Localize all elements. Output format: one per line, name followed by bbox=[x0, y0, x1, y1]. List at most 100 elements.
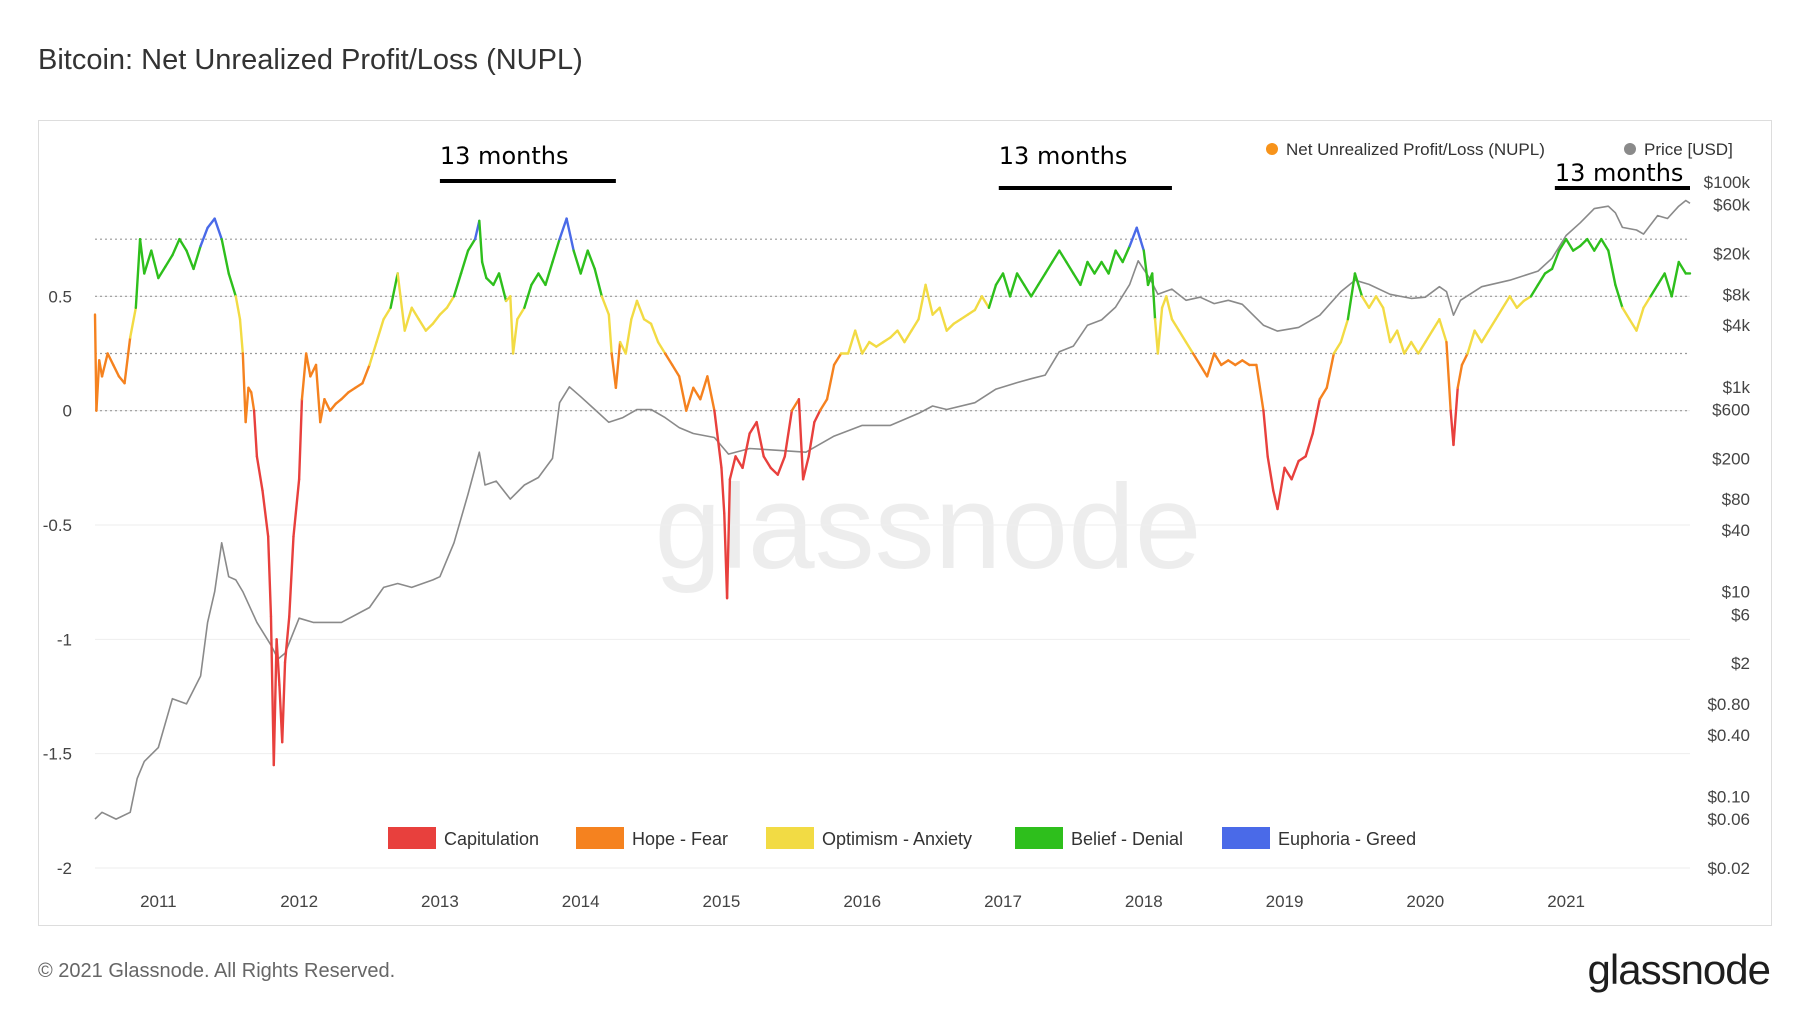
x-tick-label: 2011 bbox=[140, 892, 177, 911]
nupl-segment bbox=[1044, 260, 1054, 275]
nupl-segment bbox=[1543, 267, 1554, 275]
nupl-segment bbox=[818, 398, 829, 412]
nupl-segment bbox=[1381, 306, 1392, 344]
nupl-segment bbox=[572, 249, 582, 275]
nupl-segment bbox=[123, 336, 132, 385]
nupl-segment bbox=[1494, 306, 1504, 321]
nupl-segment bbox=[1198, 363, 1209, 378]
nupl-segment bbox=[1571, 244, 1582, 252]
nupl-segment bbox=[692, 386, 702, 401]
nupl-segment bbox=[1156, 306, 1164, 355]
y-right-tick-label: $100k bbox=[1704, 173, 1751, 192]
nupl-segment bbox=[438, 306, 449, 316]
nupl-segment bbox=[410, 306, 420, 321]
nupl-segment bbox=[1550, 249, 1561, 271]
nupl-segment bbox=[511, 318, 519, 355]
legend-bottom-label: Hope - Fear bbox=[632, 829, 728, 849]
nupl-segment bbox=[586, 249, 596, 271]
nupl-segment bbox=[642, 318, 653, 325]
nupl-segment bbox=[875, 340, 885, 348]
nupl-segment bbox=[1304, 432, 1314, 458]
nupl-segment bbox=[1297, 455, 1307, 463]
nupl-segment bbox=[1318, 386, 1328, 401]
nupl-segment bbox=[1515, 299, 1526, 309]
nupl-segment bbox=[1184, 340, 1195, 355]
nupl-segment bbox=[551, 237, 561, 264]
nupl-segment bbox=[1266, 455, 1275, 492]
nupl-segment bbox=[492, 272, 501, 287]
y-right-tick-label: $80 bbox=[1722, 490, 1750, 509]
nupl-segment bbox=[459, 249, 470, 275]
nupl-segment bbox=[292, 478, 301, 538]
nupl-segment bbox=[304, 352, 312, 378]
nupl-segment bbox=[452, 272, 463, 298]
nupl-segment bbox=[396, 272, 406, 332]
nupl-segment bbox=[924, 283, 934, 316]
y-right-tick-label: $60k bbox=[1713, 196, 1750, 215]
nupl-segment bbox=[630, 299, 639, 321]
y-right-tick-label: $0.10 bbox=[1707, 787, 1750, 806]
nupl-segment bbox=[618, 340, 627, 355]
nupl-segment bbox=[945, 322, 955, 332]
y-right-tick-label: $1k bbox=[1723, 378, 1751, 397]
nupl-segment bbox=[1353, 272, 1364, 298]
nupl-segment bbox=[1480, 329, 1490, 344]
y-right-tick-label: $20k bbox=[1713, 245, 1750, 264]
nupl-segment bbox=[252, 409, 259, 458]
nupl-segment bbox=[1374, 295, 1385, 309]
nupl-segment bbox=[614, 340, 622, 389]
legend-bottom-swatch bbox=[388, 827, 436, 849]
nupl-segment bbox=[389, 272, 399, 309]
nupl-segment bbox=[1227, 359, 1237, 367]
nupl-segment bbox=[314, 363, 322, 424]
legend-bottom-label: Capitulation bbox=[444, 829, 539, 849]
x-tick-label: 2018 bbox=[1125, 892, 1163, 911]
x-tick-label: 2019 bbox=[1266, 892, 1304, 911]
annotation-label: 13 months bbox=[999, 142, 1128, 170]
nupl-segment bbox=[480, 260, 488, 280]
nupl-segment bbox=[610, 352, 618, 389]
y-right-tick-label: $0.02 bbox=[1707, 859, 1750, 878]
nupl-segment bbox=[868, 340, 878, 348]
x-tick-label: 2013 bbox=[421, 892, 459, 911]
nupl-segment bbox=[150, 249, 160, 280]
nupl-segment bbox=[523, 283, 533, 309]
nupl-segment bbox=[656, 340, 667, 355]
nupl-segment bbox=[134, 237, 142, 309]
nupl-segment bbox=[987, 283, 998, 309]
legend-top-marker bbox=[1624, 143, 1636, 155]
nupl-segment bbox=[1456, 363, 1464, 389]
nupl-segment bbox=[340, 391, 350, 401]
nupl-segment bbox=[1360, 295, 1371, 309]
nupl-segment bbox=[720, 466, 726, 515]
nupl-segment bbox=[1403, 340, 1413, 355]
y-right-tick-label: $10 bbox=[1722, 583, 1750, 602]
nupl-segment bbox=[896, 329, 906, 344]
nupl-segment bbox=[478, 219, 484, 264]
y-left-tick-label: -1 bbox=[57, 630, 72, 649]
nupl-segment bbox=[1205, 352, 1216, 378]
nupl-segment bbox=[1037, 272, 1047, 287]
nupl-segment bbox=[973, 295, 984, 312]
nupl-segment bbox=[227, 272, 237, 298]
nupl-segment bbox=[1051, 249, 1061, 264]
nupl-segment bbox=[1663, 272, 1673, 298]
nupl-segment bbox=[807, 420, 816, 458]
nupl-segment bbox=[1022, 283, 1033, 298]
y-right-tick-label: $6 bbox=[1731, 605, 1750, 624]
nupl-segment bbox=[192, 244, 202, 271]
nupl-segment bbox=[1670, 260, 1680, 298]
nupl-segment bbox=[1142, 249, 1150, 287]
annotation-label: 13 months bbox=[440, 142, 569, 170]
nupl-segment bbox=[959, 313, 970, 321]
nupl-segment bbox=[347, 386, 357, 394]
nupl-segment bbox=[213, 217, 223, 241]
y-right-tick-label: $600 bbox=[1712, 401, 1750, 420]
y-right-tick-label: $40 bbox=[1722, 521, 1750, 540]
nupl-segment bbox=[1445, 340, 1452, 412]
nupl-segment bbox=[509, 295, 515, 355]
nupl-segment bbox=[544, 260, 554, 287]
nupl-segment bbox=[417, 318, 428, 332]
nupl-segment bbox=[157, 265, 167, 280]
nupl-segment bbox=[272, 638, 278, 767]
